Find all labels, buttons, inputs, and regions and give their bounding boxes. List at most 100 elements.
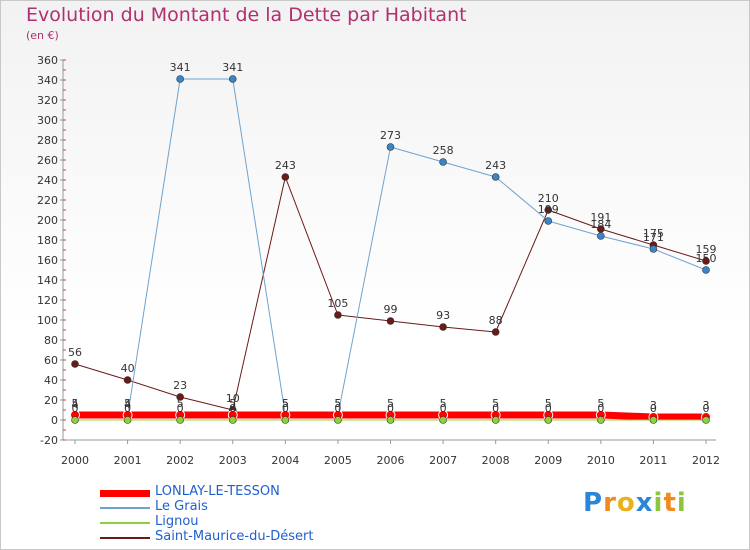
y-tick-label: 60 — [44, 354, 58, 367]
data-point — [386, 416, 395, 424]
data-label: 4 — [124, 398, 131, 411]
data-label: 199 — [538, 203, 559, 216]
legend-swatch — [100, 537, 150, 539]
data-label: 5 — [597, 397, 604, 410]
data-label: 5 — [492, 397, 499, 410]
data-label: 5 — [545, 397, 552, 410]
legend-label: LONLAY-LE-TESSON — [155, 484, 280, 499]
data-label: 5 — [387, 397, 394, 410]
y-tick-label: 280 — [37, 134, 58, 147]
y-tick-label: 240 — [37, 174, 58, 187]
x-tick-label: 2005 — [324, 454, 352, 467]
data-label: 0 — [177, 402, 184, 415]
x-tick-label: 2010 — [587, 454, 615, 467]
data-label: 5 — [72, 397, 79, 410]
data-label: 5 — [177, 397, 184, 410]
y-tick-label: 180 — [37, 234, 58, 247]
data-label: 3 — [650, 399, 657, 412]
data-label: 5 — [229, 397, 236, 410]
y-tick-label: 0 — [51, 414, 58, 427]
chart-data-labels: 56 40 23 10 243 105 99 93 88 210 191 175 159 4 4 341 341… — [68, 61, 717, 415]
data-label: 0 — [387, 402, 394, 415]
data-label: 0 — [650, 402, 657, 415]
x-tick-label: 2012 — [692, 454, 720, 467]
data-label: 159 — [696, 243, 717, 256]
data-point — [439, 158, 447, 166]
legend-swatch — [100, 522, 150, 524]
data-label: 150 — [696, 252, 717, 265]
y-tick-label: 340 — [37, 74, 58, 87]
logo-letter: t — [663, 488, 677, 518]
y-tick-label: 120 — [37, 294, 58, 307]
data-label: 243 — [275, 159, 296, 172]
x-tick-label: 2008 — [482, 454, 510, 467]
logo-letter: o — [616, 488, 636, 518]
data-point — [491, 173, 500, 181]
series-line — [74, 176, 707, 411]
logo-letter: P — [583, 488, 604, 518]
data-point — [176, 416, 184, 424]
data-point — [597, 232, 605, 240]
data-label: 0 — [597, 402, 604, 415]
data-label: 3 — [703, 399, 710, 412]
data-point — [544, 416, 553, 424]
data-label: 0 — [545, 402, 552, 415]
data-point — [228, 75, 237, 83]
logo-letter: i — [676, 488, 687, 518]
data-label: 0 — [334, 402, 341, 415]
data-label: 105 — [327, 297, 348, 310]
logo-letter: i — [653, 488, 664, 518]
x-tick-label: 2006 — [377, 454, 405, 467]
data-point — [702, 416, 710, 424]
data-label: 191 — [590, 211, 611, 224]
y-tick-label: 300 — [37, 114, 58, 127]
x-tick-label: 2007 — [429, 454, 457, 467]
data-point — [386, 143, 395, 151]
x-tick-label: 2003 — [219, 454, 247, 467]
data-label: 0 — [124, 402, 131, 415]
legend-swatch — [100, 489, 150, 497]
data-label: 5 — [282, 397, 289, 410]
data-label: 93 — [436, 309, 450, 322]
data-point — [71, 360, 79, 368]
x-tick-label: 2011 — [639, 454, 667, 467]
x-tick-label: 2002 — [166, 454, 194, 467]
data-point — [439, 323, 447, 331]
legend-label: Le Grais — [155, 499, 208, 514]
data-point — [71, 416, 79, 424]
data-label: 171 — [643, 231, 664, 244]
legend-label: Saint-Maurice-du-Désert — [155, 529, 314, 544]
data-label: 23 — [173, 379, 187, 392]
chart-title: Evolution du Montant de la Dette par Hab… — [26, 4, 467, 26]
x-tick-label: 2009 — [534, 454, 562, 467]
data-label: 5 — [124, 397, 131, 410]
y-tick-label: -20 — [40, 434, 58, 447]
y-tick-label: 80 — [44, 334, 58, 347]
y-tick-label: 260 — [37, 154, 58, 167]
data-point — [176, 75, 184, 83]
data-label: 4 — [72, 398, 79, 411]
y-tick-label: 40 — [44, 374, 58, 387]
data-label: 5 — [440, 397, 447, 410]
y-tick-label: 360 — [37, 54, 58, 67]
data-point — [228, 416, 237, 424]
x-tick-label: 2000 — [61, 454, 89, 467]
data-label: 56 — [68, 346, 82, 359]
logo-letter: r — [603, 488, 617, 518]
data-point — [123, 416, 132, 424]
data-point — [544, 217, 553, 225]
data-label: 175 — [643, 227, 664, 240]
data-point — [439, 416, 447, 424]
x-tick-label: 2001 — [114, 454, 142, 467]
data-label: 0 — [282, 402, 289, 415]
data-point — [544, 206, 553, 214]
data-label: 40 — [121, 362, 135, 375]
data-label: 5 — [334, 397, 341, 410]
y-tick-label: 200 — [37, 214, 58, 227]
data-point — [334, 311, 342, 319]
data-point — [123, 376, 132, 384]
data-label: 0 — [72, 402, 79, 415]
data-point — [649, 416, 658, 424]
y-tick-label: 100 — [37, 314, 58, 327]
data-label: 0 — [229, 402, 236, 415]
